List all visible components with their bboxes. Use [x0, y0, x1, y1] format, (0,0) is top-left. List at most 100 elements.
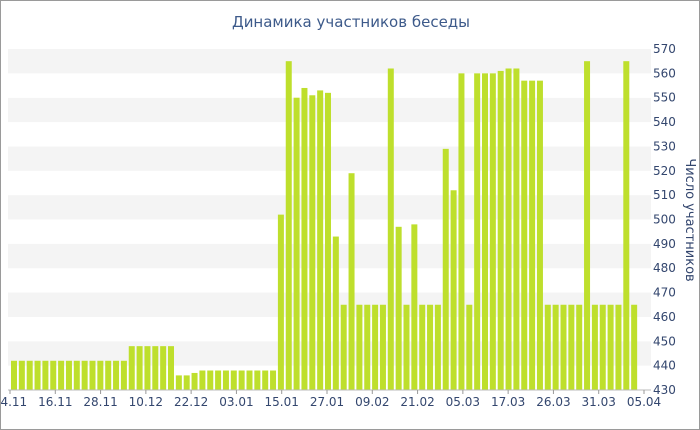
y-tick-label: 540 — [653, 115, 676, 129]
bar — [419, 304, 426, 390]
bar — [427, 304, 434, 390]
y-tick-label: 460 — [653, 310, 676, 324]
y-tick-label: 470 — [653, 286, 676, 300]
y-tick-label: 430 — [653, 383, 676, 397]
bar — [544, 304, 551, 390]
bar — [536, 80, 543, 390]
bar — [277, 214, 284, 390]
bar — [356, 304, 363, 390]
bar — [58, 360, 65, 390]
bar — [89, 360, 96, 390]
bar — [411, 224, 418, 390]
bar — [128, 346, 135, 390]
bar — [599, 304, 606, 390]
bar — [285, 61, 292, 391]
bar — [42, 360, 49, 390]
bar — [168, 346, 174, 390]
x-tick-label: 15.01 — [265, 395, 299, 409]
x-tick-label: 05.04 — [627, 395, 661, 409]
bar — [615, 304, 622, 390]
x-tick-label: 21.02 — [400, 395, 434, 409]
bar — [11, 360, 17, 390]
y-tick-label: 550 — [653, 91, 676, 105]
bar — [199, 370, 206, 390]
bar — [97, 360, 104, 390]
chart-title: Динамика участников беседы — [231, 13, 471, 31]
bar — [623, 61, 630, 391]
bar — [120, 360, 127, 390]
bar — [434, 304, 441, 390]
x-tick-label: 26.03 — [536, 395, 570, 409]
x-tick-label: 10.12 — [129, 395, 163, 409]
bar — [270, 370, 277, 390]
y-tick-label: 510 — [653, 188, 676, 202]
bar — [364, 304, 371, 390]
bar — [81, 360, 88, 390]
bar — [576, 304, 583, 390]
bar — [584, 61, 591, 391]
bar — [262, 370, 269, 390]
bar — [215, 370, 222, 390]
bar — [152, 346, 159, 390]
bar — [631, 304, 638, 390]
bar — [489, 73, 496, 391]
bar — [65, 360, 72, 390]
x-tick-label: 22.12 — [174, 395, 208, 409]
y-tick-label: 500 — [653, 213, 676, 227]
y-tick-label: 440 — [653, 359, 676, 373]
bar — [466, 304, 473, 390]
bar — [144, 346, 151, 390]
y-tick-label: 530 — [653, 139, 676, 153]
bar — [458, 73, 465, 391]
bar — [207, 370, 214, 390]
bar — [230, 370, 237, 390]
bar — [372, 304, 379, 390]
bar — [332, 236, 339, 390]
bar — [325, 92, 331, 390]
bar — [73, 360, 80, 390]
x-tick-label: 31.03 — [582, 395, 616, 409]
y-tick-label: 450 — [653, 334, 676, 348]
bar — [191, 372, 198, 390]
bar — [482, 73, 488, 391]
x-axis-ticks: 04.11 16.11 28.11 10.12 22.12 03.01 15.01 27.01… — [0, 390, 661, 409]
grid-band — [8, 49, 651, 74]
bar — [18, 360, 25, 390]
bar — [442, 148, 449, 390]
bar — [26, 360, 33, 390]
x-tick-label: 28.11 — [83, 395, 117, 409]
y-tick-label: 490 — [653, 237, 676, 251]
bar — [513, 68, 520, 391]
bar — [309, 95, 316, 390]
bar — [387, 68, 394, 391]
x-tick-label: 16.11 — [38, 395, 72, 409]
bar — [175, 375, 182, 390]
bar — [238, 370, 245, 390]
y-tick-label: 560 — [653, 66, 676, 80]
bar — [450, 190, 457, 390]
bar — [379, 304, 386, 390]
x-tick-label: 05.03 — [446, 395, 480, 409]
bar — [105, 360, 112, 390]
bar — [50, 360, 57, 390]
y-tick-label: 520 — [653, 164, 676, 178]
bar — [136, 346, 143, 390]
y-axis-label: Число участников — [682, 158, 697, 281]
bar — [560, 304, 567, 390]
bar-series — [11, 61, 638, 391]
bar — [301, 87, 308, 390]
bar — [505, 68, 512, 391]
bar — [474, 73, 481, 391]
bar — [348, 173, 355, 390]
bar — [395, 226, 402, 390]
x-tick-label: 27.01 — [310, 395, 344, 409]
bar — [183, 375, 190, 390]
bar — [552, 304, 559, 390]
bar — [529, 80, 536, 390]
bar — [403, 304, 410, 390]
bar — [607, 304, 614, 390]
y-axis-ticks: 430 440 450 460 470 480 490 500 510 520 530 540 550 5… — [653, 42, 676, 397]
bar — [568, 304, 575, 390]
bar — [222, 370, 229, 390]
